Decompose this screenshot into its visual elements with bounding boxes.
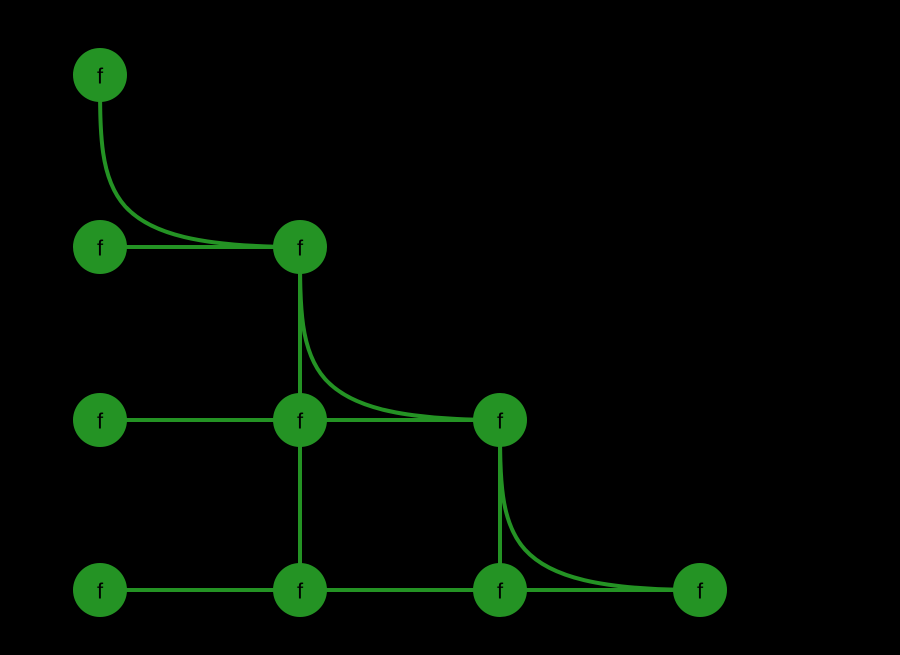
node: f <box>273 563 327 617</box>
edge <box>500 420 700 590</box>
node: f <box>673 563 727 617</box>
node-label: f <box>97 579 104 604</box>
node: f <box>473 563 527 617</box>
node: f <box>273 220 327 274</box>
node-label: f <box>297 409 304 434</box>
node-label: f <box>297 236 304 261</box>
nodes-layer: f f f f f f f f f f <box>73 48 727 617</box>
node-label: f <box>97 236 104 261</box>
node: f <box>73 563 127 617</box>
node-label: f <box>97 409 104 434</box>
edges-layer <box>100 75 700 590</box>
node-label: f <box>497 579 504 604</box>
node: f <box>473 393 527 447</box>
node: f <box>73 220 127 274</box>
node: f <box>73 48 127 102</box>
node: f <box>273 393 327 447</box>
node: f <box>73 393 127 447</box>
node-label: f <box>697 579 704 604</box>
edge <box>100 75 300 247</box>
node-label: f <box>97 64 104 89</box>
edge <box>300 247 500 420</box>
node-label: f <box>297 579 304 604</box>
diagram-canvas: f f f f f f f f f f <box>0 0 900 655</box>
node-label: f <box>497 409 504 434</box>
